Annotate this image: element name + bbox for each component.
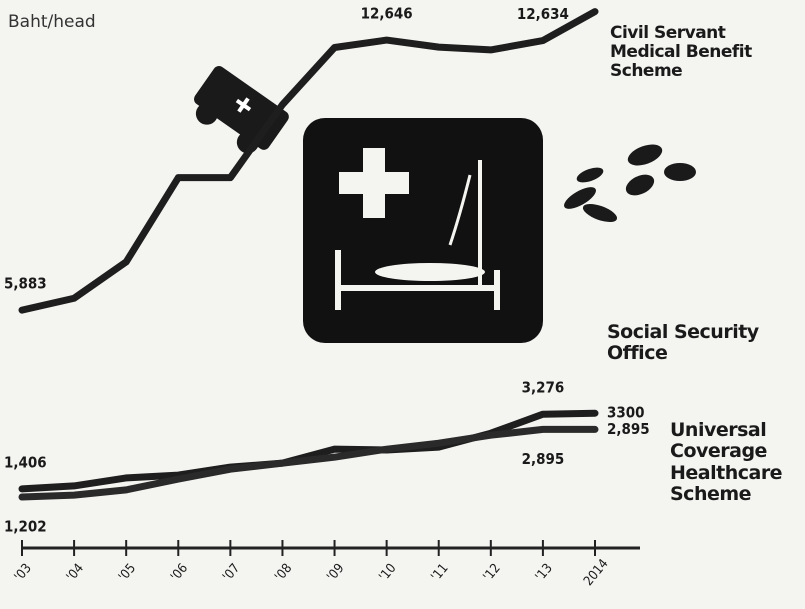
x-tick-label: '07 — [220, 561, 243, 585]
data-label: 3,276 — [522, 379, 565, 397]
x-tick-label: '04 — [64, 561, 87, 585]
x-tick-label: '08 — [272, 561, 295, 585]
x-tick-label: '03 — [12, 561, 35, 585]
x-tick-label: '06 — [168, 561, 191, 585]
series-name: Universal Coverage Healthcare Scheme — [670, 420, 800, 505]
y-axis-label: Baht/head — [8, 12, 96, 32]
data-label: 12,634 — [517, 5, 569, 23]
x-tick-label: '05 — [116, 561, 139, 585]
data-label: 1,406 — [4, 453, 47, 471]
chart-svg: '03 '04 '05 '06 '07 '08 '09 '10 '11 '12 '13 2014 5,8… — [0, 0, 805, 609]
data-label: 5,883 — [4, 275, 47, 293]
series-name: Civil Servant Medical Benefit Scheme — [610, 24, 790, 81]
data-label: 12,646 — [361, 5, 413, 23]
x-tick-label: '10 — [376, 561, 399, 585]
x-tick-label: 2014 — [581, 557, 612, 589]
pills-icon — [561, 140, 696, 225]
data-label: 1,202 — [4, 518, 47, 536]
x-tick-label: '09 — [324, 561, 347, 585]
line-series — [22, 413, 595, 489]
data-label: 2,895 — [522, 450, 565, 468]
chart: '03 '04 '05 '06 '07 '08 '09 '10 '11 '12 '13 2014 5,8… — [0, 0, 805, 609]
series-name: Social Security Office — [607, 322, 777, 365]
x-tick-label: '13 — [533, 561, 556, 585]
data-label: 2,895 — [607, 420, 650, 438]
x-tick-label: '11 — [428, 561, 451, 585]
x-tick-label: '12 — [481, 561, 504, 585]
line-series — [22, 429, 595, 497]
hospital-icon — [303, 118, 543, 343]
